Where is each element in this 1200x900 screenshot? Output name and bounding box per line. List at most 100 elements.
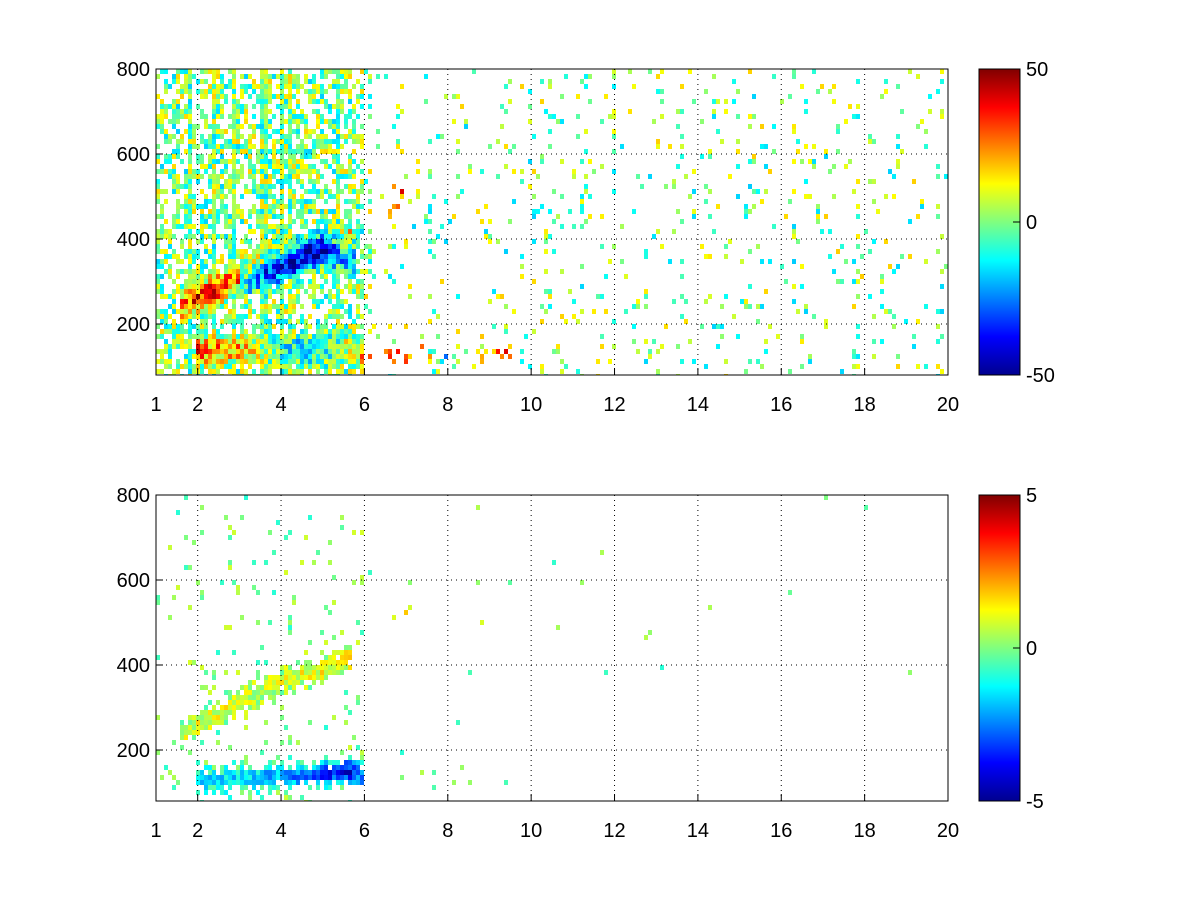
heatmap-cell [244,289,248,294]
heatmap-cell [428,354,432,359]
heatmap-cell [452,94,456,99]
heatmap-cell [204,294,208,299]
heatmap-cell [320,139,324,144]
heatmap-cell [400,189,404,194]
heatmap-cell [856,244,860,249]
heatmap-cell [204,284,208,289]
heatmap-cell [176,79,180,84]
heatmap-cell [244,359,248,364]
heatmap-cell [464,124,468,129]
heatmap-cell [352,84,356,89]
heatmap-cell [248,289,252,294]
heatmap-cell [220,354,224,359]
heatmap-cell [344,324,348,329]
heatmap-cell [200,715,204,720]
heatmap-cell [212,119,216,124]
heatmap-cell [484,234,488,239]
heatmap-cell [668,144,672,149]
heatmap-cell [340,770,344,775]
heatmap-cell [576,319,580,324]
heatmap-cell [188,715,192,720]
heatmap-cell [232,274,236,279]
heatmap-cell [156,715,160,720]
heatmap-cell [344,114,348,119]
heatmap-cell [260,795,264,800]
heatmap-cell [316,369,320,374]
heatmap-cell [164,159,168,164]
heatmap-cell [300,179,304,184]
heatmap-cell [184,495,188,500]
heatmap-cell [268,364,272,369]
heatmap-cell [208,349,212,354]
heatmap-cell [304,249,308,254]
heatmap-cell [656,89,660,94]
heatmap-cell [188,129,192,134]
heatmap-cell [400,149,404,154]
heatmap-cell [200,264,204,269]
heatmap-cell [816,219,820,224]
heatmap-cell [276,690,280,695]
heatmap-cell [272,229,276,234]
heatmap-cell [200,259,204,264]
heatmap-cell [224,99,228,104]
heatmap-cell [312,199,316,204]
heatmap-cell [296,149,300,154]
heatmap-cell [228,705,232,710]
heatmap-cell [224,264,228,269]
heatmap-cell [188,720,192,725]
heatmap-cell [220,790,224,795]
heatmap-cell [288,209,292,214]
heatmap-cell [272,224,276,229]
heatmap-cell [304,289,308,294]
heatmap-2-axes-box [155,494,949,802]
heatmap-cell [200,294,204,299]
heatmap-cell [328,760,332,765]
heatmap-cell [728,239,732,244]
heatmap-cell [248,149,252,154]
heatmap-cell [320,770,324,775]
heatmap-cell [340,630,344,635]
heatmap-cell [200,329,204,334]
heatmap-cell [352,580,356,585]
heatmap-cell [292,690,296,695]
heatmap-cell [244,184,248,189]
heatmap-cell [332,269,336,274]
heatmap-cell [232,780,236,785]
heatmap-cell [352,780,356,785]
heatmap-cell [300,284,304,289]
heatmap-cell [304,535,308,540]
heatmap-cell [200,324,204,329]
heatmap-cell [188,114,192,119]
heatmap-cell [300,109,304,114]
heatmap-cell [296,274,300,279]
heatmap-cell [236,770,240,775]
heatmap-cell [292,274,296,279]
heatmap-cell [260,69,264,74]
heatmap-cell [556,119,560,124]
heatmap-cell [348,254,352,259]
heatmap-cell [248,74,252,79]
heatmap-cell [344,720,348,725]
heatmap-cell [360,89,364,94]
heatmap-cell [636,299,640,304]
heatmap-cell [188,319,192,324]
heatmap-cell [232,304,236,309]
heatmap-cell [352,109,356,114]
heatmap-cell [736,114,740,119]
heatmap-cell [328,244,332,249]
heatmap-cell [476,505,480,510]
heatmap-cell [280,259,284,264]
heatmap-cell [240,74,244,79]
heatmap-cell [212,344,216,349]
heatmap-cell [240,239,244,244]
heatmap-cell [172,214,176,219]
heatmap-cell [504,780,508,785]
heatmap-cell [232,204,236,209]
heatmap-cell [272,680,276,685]
heatmap-cell [368,169,372,174]
heatmap-cell [268,279,272,284]
heatmap-cell [168,254,172,259]
heatmap-cell [292,149,296,154]
heatmap-cell [680,359,684,364]
heatmap-cell [672,299,676,304]
